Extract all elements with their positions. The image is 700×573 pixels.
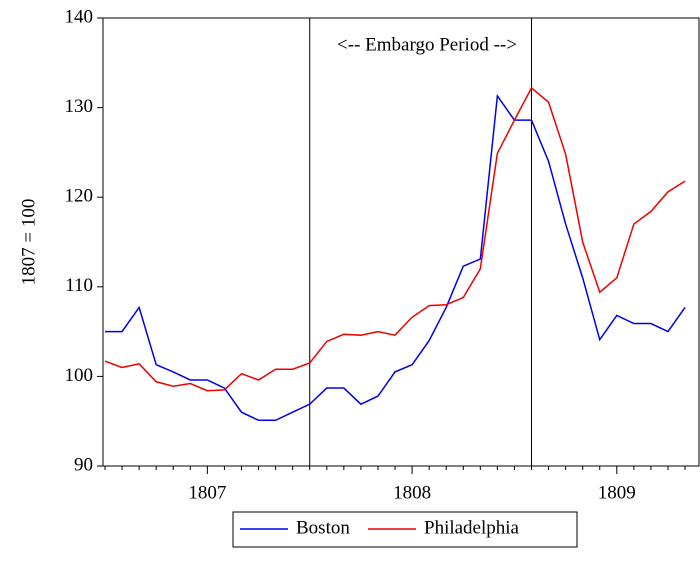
y-tick-label: 90	[74, 454, 93, 475]
legend-label: Boston	[296, 517, 350, 538]
series-group	[104, 86, 686, 422]
y-tick-label: 140	[65, 6, 94, 27]
x-tick-label: 1807	[188, 482, 226, 503]
y-tick-label: 100	[65, 365, 94, 386]
plot-frame	[102, 17, 700, 467]
y-tick-label: 130	[65, 96, 94, 117]
x-tick-label: 1809	[598, 482, 636, 503]
x-tick-label: 1808	[393, 482, 431, 503]
series-line	[104, 86, 686, 392]
annotation: <-- Embargo Period -->	[337, 34, 517, 55]
y-axis-label: 1807 = 100	[18, 199, 39, 286]
series-line	[105, 93, 686, 422]
legend-label: Philadelphia	[424, 517, 520, 538]
y-tick-label: 110	[65, 275, 93, 296]
y-tick-label: 120	[65, 186, 94, 207]
